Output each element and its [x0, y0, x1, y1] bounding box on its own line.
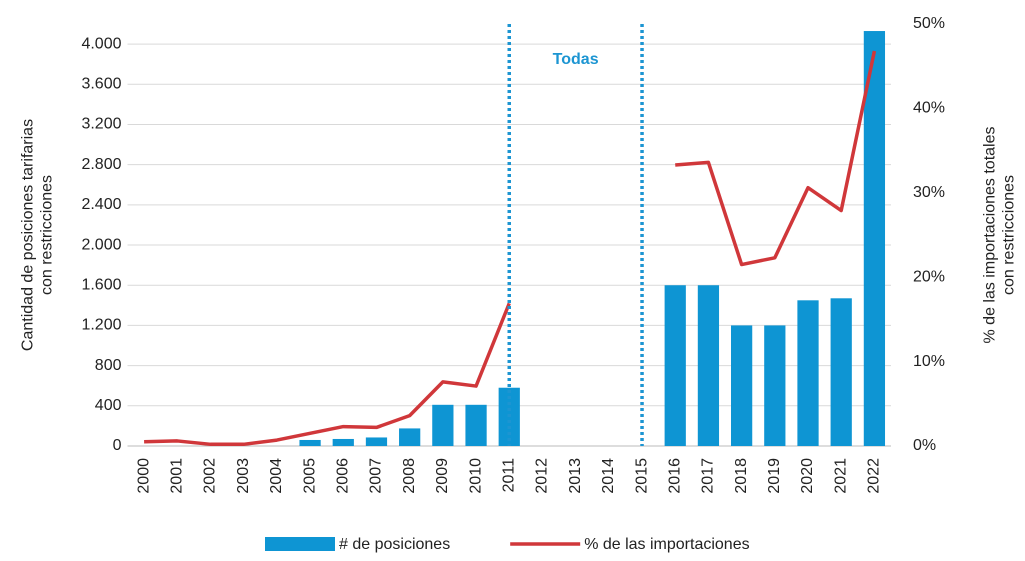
x-tick-label: 2015 [633, 458, 650, 494]
y-tick-label: 1.200 [81, 317, 121, 334]
x-tick-label: 2003 [235, 458, 252, 494]
y-tick-label: 2.400 [81, 196, 121, 213]
x-tick-label: 2013 [567, 458, 584, 494]
x-tick-label: 2001 [169, 458, 186, 494]
x-tick-label: 2014 [600, 458, 617, 494]
x-tick-label: 2017 [700, 458, 717, 494]
x-tick-label: 2016 [666, 458, 683, 494]
x-tick-label: 2004 [268, 458, 285, 494]
bar [664, 285, 686, 446]
y2-axis-title: % de las importaciones totales con restri… [982, 127, 1018, 344]
bar [465, 404, 487, 446]
y-tick-label: 3.200 [81, 116, 121, 133]
y2-tick-label: 10% [913, 353, 945, 370]
y-tick-label: 4.000 [81, 35, 121, 52]
x-tick-label: 2011 [500, 458, 517, 493]
bar [863, 31, 886, 447]
x-tick-label: 2010 [467, 458, 484, 494]
x-tick-label: 2006 [334, 458, 351, 494]
x-tick-label: 2019 [766, 458, 783, 494]
x-tick-label: 2020 [799, 458, 816, 494]
bar [697, 285, 720, 446]
bar [432, 404, 454, 446]
y2-tick-label: 40% [913, 100, 945, 117]
y2-tick-label: 20% [913, 268, 945, 285]
y-tick-label: 2.000 [81, 236, 121, 253]
y-tick-label: 0 [113, 437, 122, 454]
bar [332, 438, 354, 446]
y2-tick-label: 0% [913, 437, 936, 454]
y-tick-label: 800 [95, 357, 122, 374]
x-tick-label: 2000 [135, 458, 152, 494]
x-tick-label: 2002 [202, 458, 219, 494]
title-line: con restricciones [39, 175, 56, 295]
x-tick-label: 2005 [301, 458, 318, 494]
line [144, 50, 877, 447]
bar [365, 437, 388, 446]
y-tick-label: 2.800 [81, 156, 121, 173]
title-line: Cantidad de posiciones tarifarias [20, 119, 37, 351]
legend-label: # de posiciones [339, 536, 450, 553]
x-tick-label: 2007 [368, 458, 385, 494]
x-tick-label: 2008 [401, 458, 418, 494]
x-tick-label: 2009 [434, 458, 451, 494]
y-tick-label: 3.600 [81, 76, 121, 93]
bar [399, 428, 421, 446]
annotation: Todas [553, 51, 599, 68]
x-tick-label: 2022 [866, 458, 883, 494]
bar [730, 325, 753, 446]
x-tick-label: 2018 [733, 458, 750, 494]
y2-tick-label: 50% [913, 15, 945, 32]
y2-tick-label: 30% [913, 184, 945, 201]
y-axis-title: Cantidad de posiciones tarifarias con res… [20, 119, 56, 351]
legend-label: % de las importaciones [584, 536, 749, 553]
bar [797, 300, 819, 446]
bar [764, 325, 786, 446]
y-tick-label: 1.600 [81, 276, 121, 293]
y-tick-label: 400 [95, 397, 122, 414]
x-tick-label: 2021 [832, 458, 849, 494]
title-line: % de las importaciones totales [982, 127, 999, 344]
x-tick-label: 2012 [534, 458, 551, 494]
title-line: con restricciones [1001, 175, 1018, 295]
bar [299, 439, 321, 446]
legend-swatch [265, 537, 335, 551]
bar [830, 298, 852, 446]
